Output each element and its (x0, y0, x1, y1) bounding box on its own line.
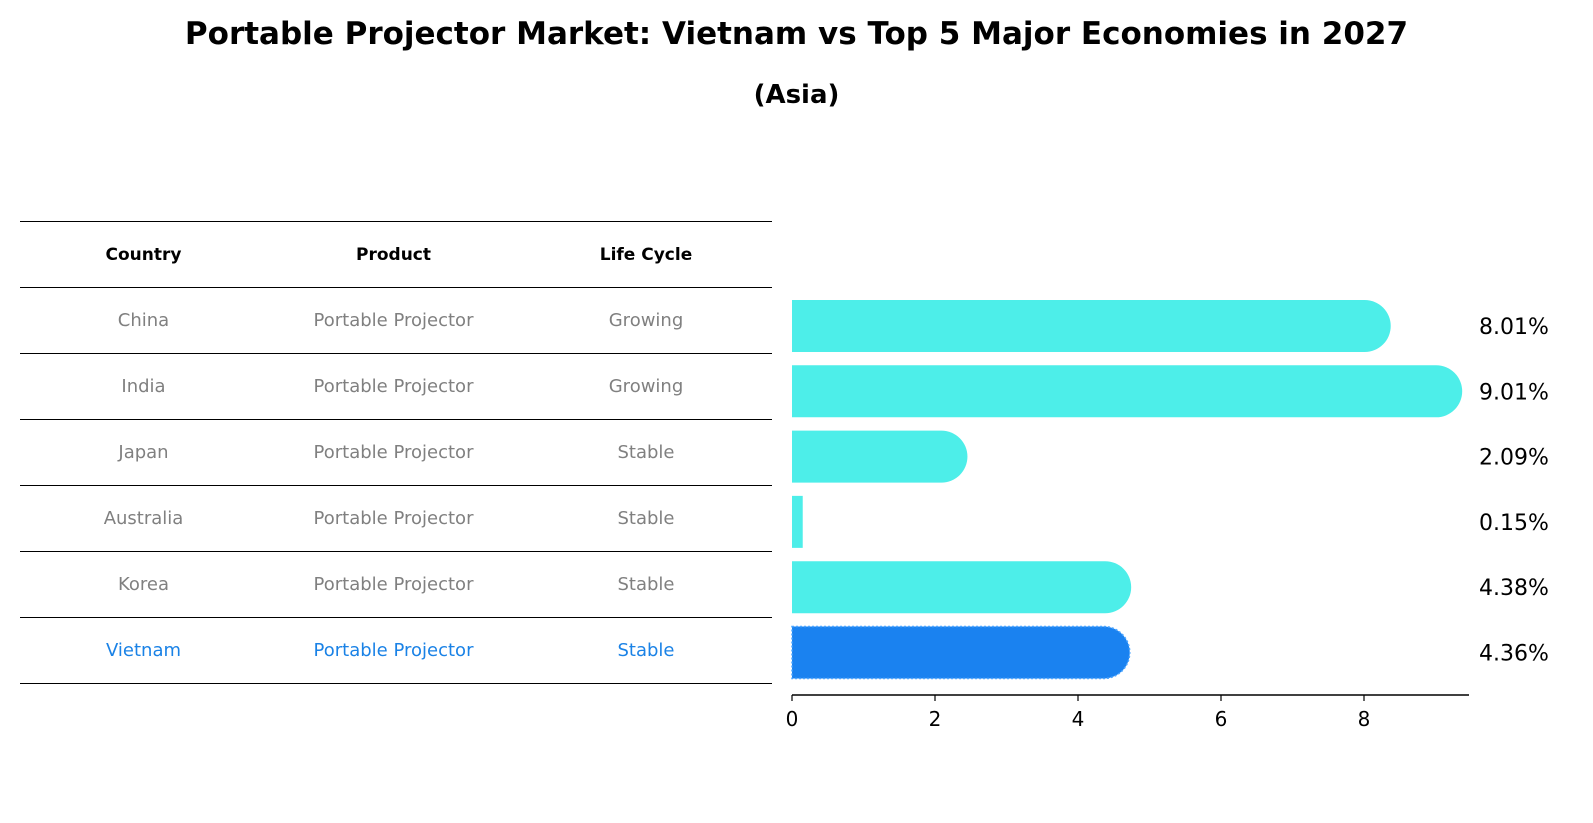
bar-china (792, 300, 1391, 352)
header-product: Product (356, 244, 431, 265)
x-tick-label: 6 (1215, 707, 1228, 731)
product-cell: Portable Projector (313, 310, 474, 331)
value-label: 0.15% (1479, 511, 1549, 536)
product-cell: Portable Projector (313, 640, 474, 661)
bar-vietnam (791, 625, 1131, 680)
x-tick-label: 0 (786, 707, 799, 731)
x-tick-label: 8 (1358, 707, 1371, 731)
value-label: 9.01% (1479, 380, 1549, 405)
life-cycle-cell: Growing (608, 310, 684, 331)
header-country: Country (105, 244, 182, 265)
product-cell: Portable Projector (313, 508, 474, 529)
country-cell: India (121, 376, 166, 397)
bar-australia (792, 495, 803, 548)
table-row: China Portable Projector Growing (20, 287, 772, 353)
value-label: 4.38% (1479, 576, 1549, 601)
country-cell: Vietnam (105, 640, 182, 661)
country-cell: Australia (103, 508, 184, 529)
x-tick-label: 2 (929, 707, 942, 731)
country-cell: Japan (118, 442, 169, 463)
x-tick-label: 4 (1072, 707, 1085, 731)
country-cell: Korea (117, 574, 170, 595)
value-label: 8.01% (1479, 315, 1549, 340)
table-row: India Portable Projector Growing (20, 353, 772, 419)
life-cycle-cell: Growing (608, 376, 684, 397)
chart-subtitle: (Asia) (753, 80, 840, 110)
bar-korea (792, 561, 1132, 614)
product-cell: Portable Projector (313, 376, 474, 397)
life-cycle-cell: Stable (617, 442, 675, 463)
table-row-highlighted: Vietnam Portable Projector Stable (20, 617, 772, 684)
header-life-cycle: Life Cycle (599, 244, 693, 265)
bar-japan (792, 430, 968, 483)
product-cell: Portable Projector (313, 442, 474, 463)
country-cell: China (117, 310, 170, 331)
product-cell: Portable Projector (313, 574, 474, 595)
life-cycle-cell: Stable (617, 640, 675, 661)
table-row: Japan Portable Projector Stable (20, 419, 772, 485)
table-row: Korea Portable Projector Stable (20, 551, 772, 617)
bar-india (792, 365, 1463, 418)
table-header-row: Country Product Life Cycle (20, 221, 772, 287)
life-cycle-cell: Stable (617, 574, 675, 595)
table-row: Australia Portable Projector Stable (20, 485, 772, 551)
data-table: Country Product Life Cycle China Portabl… (20, 221, 772, 684)
life-cycle-cell: Stable (617, 508, 675, 529)
value-label: 4.36% (1479, 642, 1549, 667)
value-label: 2.09% (1479, 446, 1549, 471)
chart-title: Portable Projector Market: Vietnam vs To… (184, 16, 1409, 52)
